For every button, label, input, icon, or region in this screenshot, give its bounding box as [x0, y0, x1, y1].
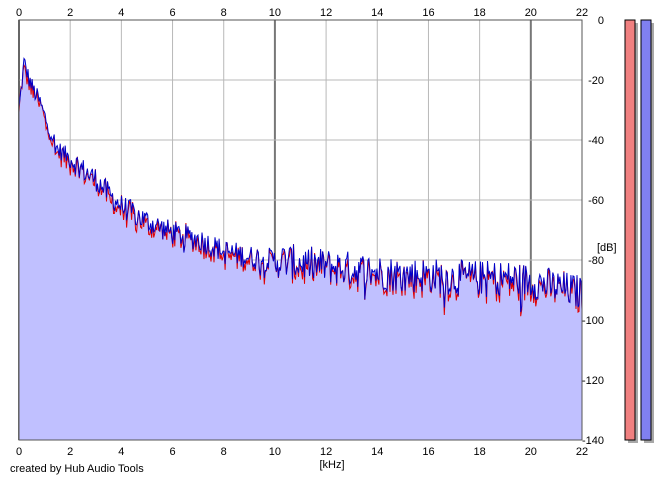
x-tick-top-1: 2 [67, 7, 73, 19]
x-tick-bottom-7: 14 [371, 446, 383, 458]
x-tick-top-3: 6 [169, 7, 175, 19]
x-tick-top-4: 8 [221, 7, 227, 19]
meter-bar-1 [640, 19, 652, 441]
x-tick-bottom-5: 10 [269, 446, 281, 458]
spectrum-plot [18, 57, 583, 440]
y-tick-4: -80 [588, 255, 604, 267]
x-tick-bottom-10: 20 [525, 446, 537, 458]
x-tick-top-11: 22 [576, 7, 588, 19]
y-tick-6: -120 [582, 375, 604, 387]
x-tick-bottom-9: 18 [474, 446, 486, 458]
plot-frame [18, 19, 583, 441]
x-tick-top-9: 18 [474, 7, 486, 19]
y-tick-1: -20 [588, 75, 604, 87]
x-tick-bottom-2: 4 [118, 446, 124, 458]
y-tick-labels: 0 -20 -40 -60 -80 -100 -120 -140 [582, 15, 604, 447]
credit-text: created by Hub Audio Tools [10, 463, 144, 475]
y-tick-3: -60 [588, 195, 604, 207]
x-tick-bottom-0: 0 [16, 446, 22, 458]
level-meters [624, 19, 654, 443]
plot-border [18, 19, 583, 441]
x-axis-label: [kHz] [319, 459, 344, 471]
x-tick-bottom-11: 22 [576, 446, 588, 458]
x-tick-top-5: 10 [269, 7, 281, 19]
x-tick-top-8: 16 [422, 7, 434, 19]
y-tick-5: -100 [582, 315, 604, 327]
x-tick-bottom-1: 2 [67, 446, 73, 458]
y-tick-0: 0 [598, 15, 604, 27]
series-line-0 [18, 57, 583, 313]
y-axis-label: [dB] [597, 242, 617, 254]
meter-bar-0 [624, 19, 636, 441]
y-tick-2: -40 [588, 135, 604, 147]
x-tick-top-7: 14 [371, 7, 383, 19]
x-tick-top-6: 12 [320, 7, 332, 19]
x-tick-bottom-3: 6 [169, 446, 175, 458]
y-tick-7: -140 [582, 435, 604, 447]
x-tick-top-0: 0 [16, 7, 22, 19]
x-tick-top-2: 4 [118, 7, 124, 19]
x-tick-bottom-8: 16 [422, 446, 434, 458]
spectrum-fill [19, 58, 582, 440]
x-tick-bottom-4: 8 [221, 446, 227, 458]
x-tick-bottom-6: 12 [320, 446, 332, 458]
x-tick-top-10: 20 [525, 7, 537, 19]
